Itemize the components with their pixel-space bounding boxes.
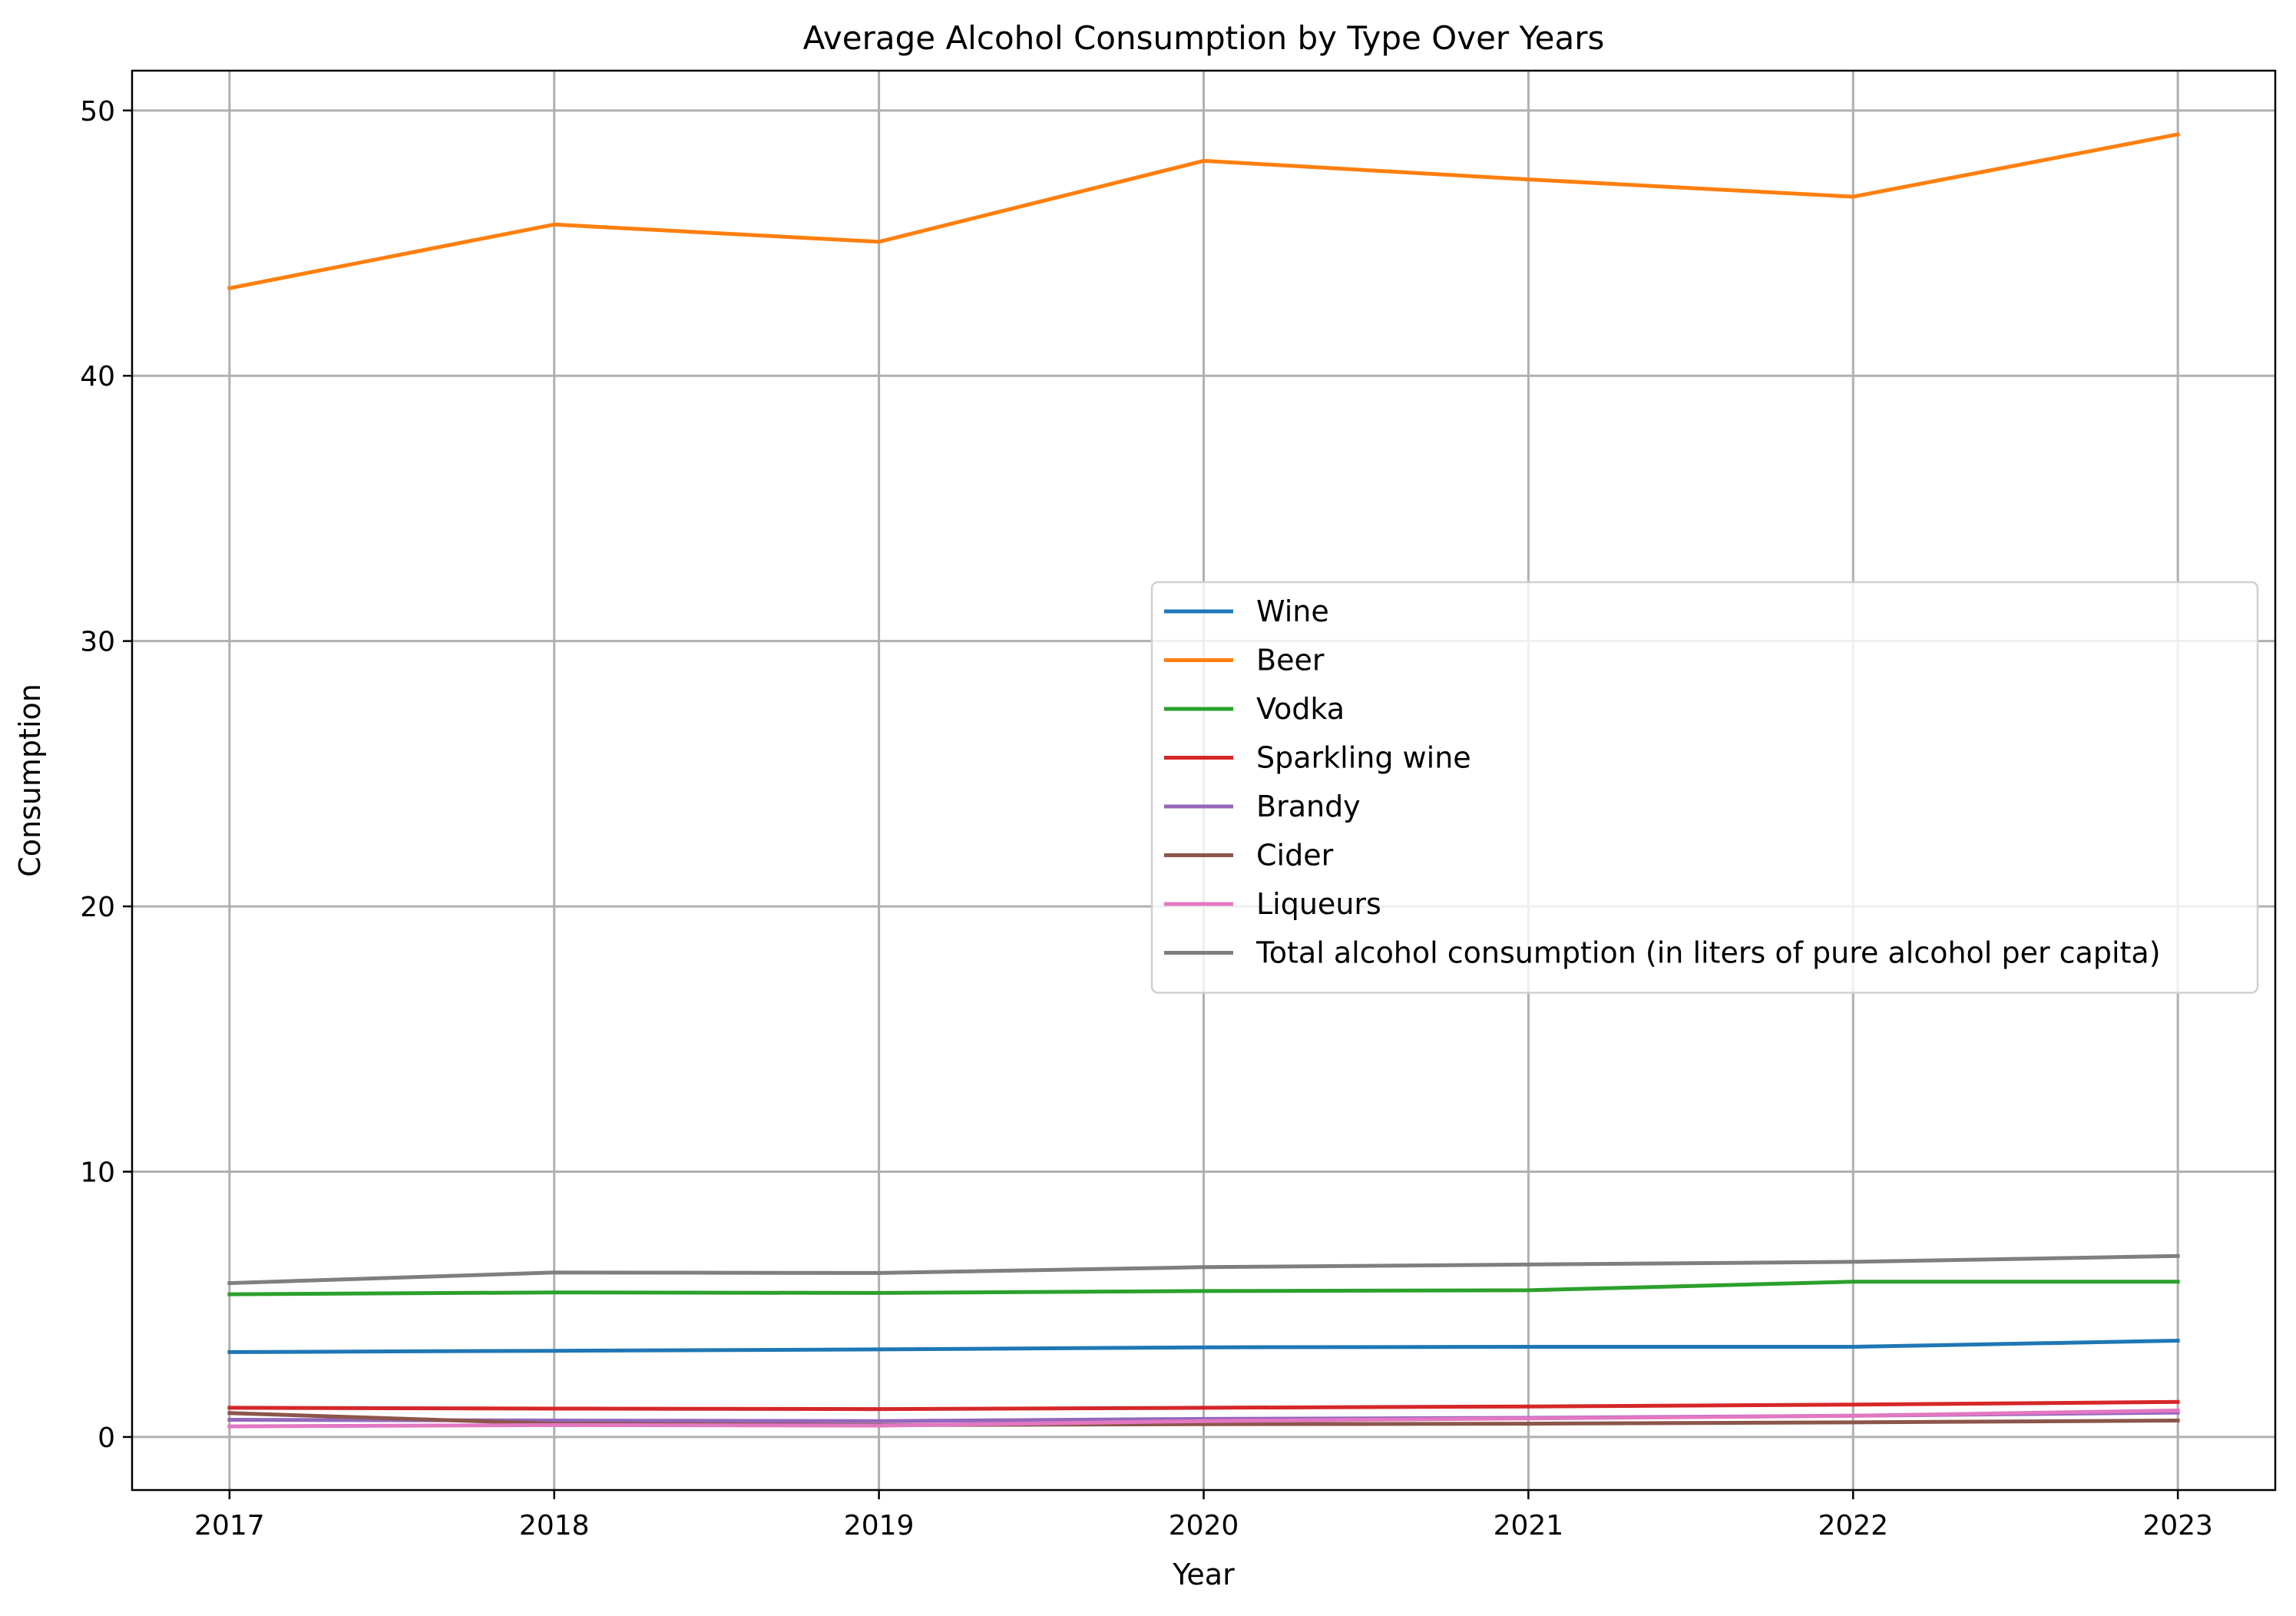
legend-label: Brandy <box>1256 790 1361 823</box>
y-tick-label: 40 <box>80 361 115 392</box>
y-tick-label: 30 <box>80 627 115 658</box>
legend-label: Vodka <box>1256 692 1345 726</box>
legend-label: Cider <box>1256 839 1334 873</box>
series-line-total-alcohol-consumption-in-liters-of-pure-alcohol-per-capita <box>227 1253 2180 1286</box>
x-tick-label: 2022 <box>1818 1510 1888 1541</box>
x-tick-label: 2021 <box>1494 1510 1564 1541</box>
legend-label: Sparkling wine <box>1256 741 1471 775</box>
x-tick-label: 2023 <box>2142 1510 2213 1541</box>
legend-label: Total alcohol consumption (in liters of … <box>1256 936 2161 970</box>
y-tick-label: 10 <box>80 1157 115 1188</box>
x-axis-ticks: 2017 2018 2019 2020 2021 2022 2023 <box>194 1490 2213 1541</box>
x-tick-label: 2019 <box>844 1510 915 1541</box>
legend: Wine Beer Vodka Sparkling wine Brandy Cider Li… <box>1150 581 2259 994</box>
y-axis-ticks: 0 10 20 30 40 50 <box>80 96 132 1454</box>
series-line-wine <box>227 1338 2180 1354</box>
legend-label: Liqueurs <box>1256 887 1381 921</box>
x-tick-label: 2018 <box>519 1510 590 1541</box>
y-tick-label: 50 <box>80 96 115 127</box>
legend-label: Wine <box>1256 594 1329 628</box>
chart-title: Average Alcohol Consumption by Type Over… <box>803 19 1605 57</box>
x-tick-label: 2017 <box>194 1510 265 1541</box>
series-lines <box>227 131 2181 1429</box>
x-axis-label: Year <box>1172 1558 1235 1591</box>
y-tick-label: 20 <box>80 892 115 923</box>
series-line-beer <box>227 131 2181 291</box>
series-line-vodka <box>227 1280 2180 1296</box>
x-tick-label: 2020 <box>1169 1510 1239 1541</box>
series-line-liqueurs <box>227 1408 2180 1429</box>
y-axis-label: Consumption <box>13 684 47 877</box>
y-tick-label: 0 <box>98 1422 115 1454</box>
legend-label: Beer <box>1256 644 1325 677</box>
series-line-sparkling-wine <box>227 1399 2180 1412</box>
legend-frame <box>1150 581 2259 994</box>
